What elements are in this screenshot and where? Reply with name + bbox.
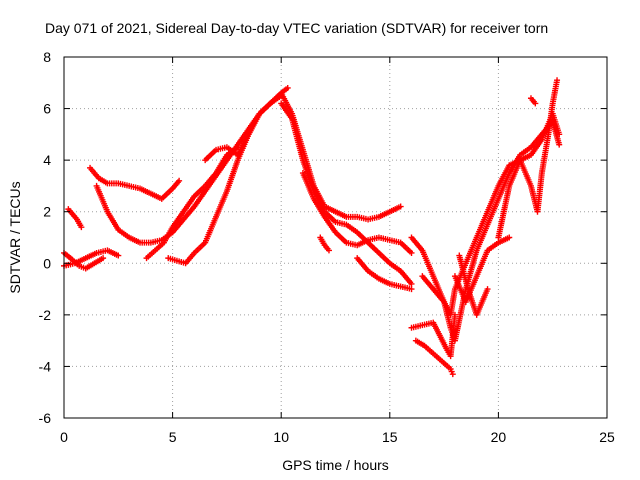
data-point [100,255,107,262]
series-s16 [412,337,456,378]
series-s15 [408,311,458,360]
series-s19 [495,77,561,241]
series-s10 [299,170,415,256]
tick-layer: 0 5 10 15 20 25 -6 -4 -2 0 2 4 6 8 [39,49,615,445]
y-tick-label: 4 [43,152,51,168]
x-tick-label: 5 [169,429,177,445]
x-axis-title: GPS time / hours [282,457,389,473]
grid-layer [64,57,607,418]
y-tick-label: 6 [43,101,51,117]
data-point [408,280,415,287]
series-s14 [419,118,563,344]
series-s6 [143,144,241,262]
data-point [408,286,415,293]
series-s3 [65,206,85,231]
data-point [506,234,513,241]
data-point [176,177,183,184]
y-tick-label: -2 [39,307,52,323]
data-point [556,141,563,148]
data-point [484,286,491,293]
data-point [397,203,404,210]
x-tick-label: 0 [60,429,68,445]
y-tick-label: 0 [43,255,51,271]
x-tick-label: 15 [382,429,398,445]
data-point [449,371,456,378]
data-point [451,311,458,318]
data-point [408,249,415,256]
series-s4 [87,164,183,202]
series-s18 [456,252,491,318]
data-point [78,224,85,231]
series-s11 [317,234,332,254]
data-point [325,247,332,254]
x-tick-label: 25 [599,429,615,445]
series-layer [61,77,563,378]
series-s9 [278,100,415,287]
x-tick-label: 20 [491,429,507,445]
x-tick-label: 10 [273,429,289,445]
data-point [532,100,539,107]
data-point [284,84,291,91]
y-tick-label: 8 [43,49,51,65]
chart-title: Day 071 of 2021, Sidereal Day-to-day VTE… [45,20,548,36]
data-point [115,252,122,259]
data-point [554,77,561,84]
y-tick-label: -6 [39,410,52,426]
y-axis-title: SDTVAR / TECUs [7,181,23,293]
y-tick-label: 2 [43,204,51,220]
series-s7 [165,92,285,267]
plot-frame [63,56,608,419]
y-tick-label: -4 [39,358,52,374]
series-s12 [354,255,415,293]
series-s2 [61,249,107,272]
series-s20 [527,95,539,107]
